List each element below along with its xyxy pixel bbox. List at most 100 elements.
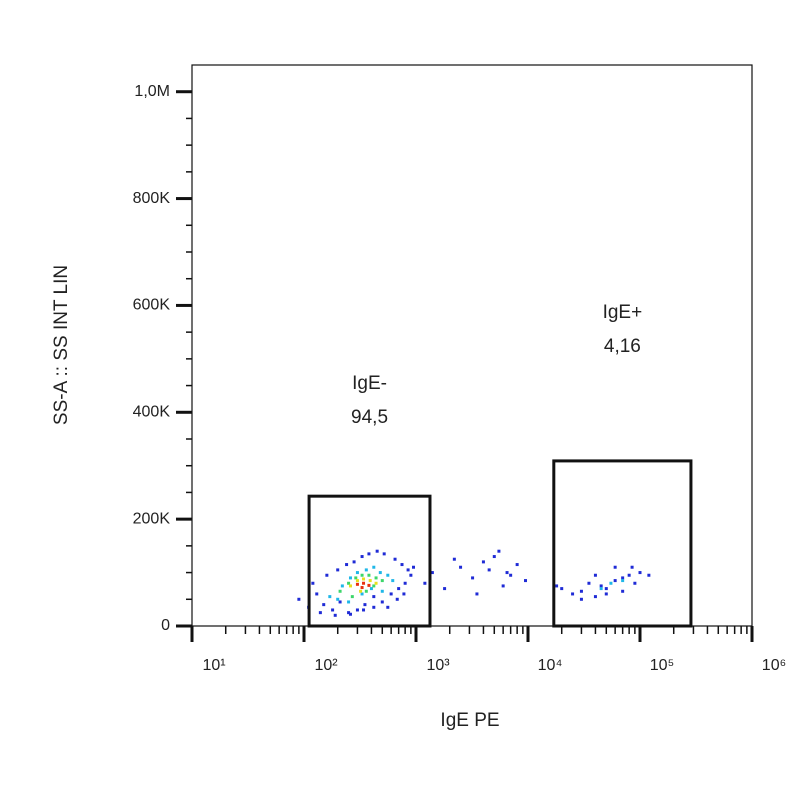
data-point [328, 595, 332, 599]
data-point [375, 549, 379, 553]
data-point [364, 589, 368, 593]
gate [552, 459, 693, 628]
plot-frame [191, 64, 753, 627]
data-point [389, 592, 393, 596]
data-point [315, 592, 319, 596]
data-point [633, 581, 637, 585]
data-point [362, 608, 366, 612]
data-point [325, 573, 329, 577]
data-point [374, 576, 378, 580]
data-point [430, 571, 434, 575]
data-point [579, 597, 583, 601]
data-point [393, 557, 397, 561]
data-point [347, 600, 351, 604]
data-point [372, 565, 376, 569]
data-point [443, 587, 447, 591]
data-point [380, 600, 384, 604]
data-point [403, 581, 407, 585]
gate-name: IgE- [352, 373, 387, 394]
data-point [355, 571, 359, 575]
data-point [340, 584, 344, 588]
gate-percent: 94,5 [351, 407, 388, 428]
data-point [369, 587, 373, 591]
data-point [604, 592, 608, 596]
data-point [505, 571, 509, 575]
data-point [378, 571, 382, 575]
y-tick-label: 0 [161, 617, 170, 634]
data-point [352, 560, 356, 564]
data-point [397, 587, 401, 591]
x-tick-label: 10² [314, 657, 338, 674]
data-point [621, 579, 625, 583]
data-point [367, 583, 371, 587]
data-point [354, 576, 358, 580]
data-point [297, 597, 301, 601]
data-point [338, 589, 342, 593]
data-point [372, 605, 376, 609]
data-point [604, 587, 608, 591]
data-point [311, 581, 315, 585]
x-tick-label: 10⁵ [650, 657, 674, 674]
data-point [331, 608, 335, 612]
y-tick-label: 1,0M [134, 83, 170, 100]
data-point [322, 603, 326, 607]
y-tick-label: 200K [133, 510, 171, 527]
data-point [509, 573, 513, 577]
data-point [492, 555, 496, 559]
data-point [599, 587, 603, 591]
x-tick-label: 10⁴ [538, 657, 563, 674]
data-point [382, 552, 386, 556]
data-point [406, 568, 410, 572]
data-point [360, 592, 364, 596]
data-point [363, 603, 367, 607]
y-tick-label: 800K [133, 190, 171, 207]
data-point [345, 563, 349, 567]
data-point [367, 573, 371, 577]
data-point [593, 573, 597, 577]
gate [307, 494, 432, 628]
data-point [627, 573, 631, 577]
data-point [333, 613, 337, 617]
data-point [613, 565, 617, 569]
data-point [481, 560, 485, 564]
data-point [380, 589, 384, 593]
data-point [380, 579, 384, 583]
data-point [360, 555, 364, 559]
data-point [501, 584, 505, 588]
data-point [560, 587, 564, 591]
data-point [613, 579, 617, 583]
data-point [423, 581, 427, 585]
data-point [348, 584, 352, 588]
y-tick-label: 600K [133, 297, 171, 314]
data-point [355, 579, 359, 583]
x-tick-label: 10¹ [202, 657, 225, 674]
data-point [599, 584, 603, 588]
data-point [359, 589, 363, 593]
data-point [593, 595, 597, 599]
data-point [347, 581, 351, 585]
data-point [395, 597, 399, 601]
gate-name: IgE+ [603, 302, 643, 323]
data-point [348, 576, 352, 580]
x-tick-label: 10³ [426, 657, 450, 674]
data-point [372, 584, 376, 588]
data-point [386, 605, 390, 609]
data-point [609, 581, 613, 585]
data-point [630, 565, 634, 569]
data-point [452, 557, 456, 561]
data-point [391, 579, 395, 583]
data-point [459, 565, 463, 569]
data-point [336, 597, 340, 601]
data-point [362, 577, 366, 581]
data-point [347, 611, 351, 615]
data-point [402, 592, 406, 596]
data-point [386, 573, 390, 577]
data-point [497, 549, 501, 553]
data-point [571, 592, 575, 596]
data-point [587, 581, 591, 585]
data-point [621, 589, 625, 593]
data-point [374, 581, 378, 585]
data-point [400, 563, 404, 567]
data-point [515, 563, 519, 567]
